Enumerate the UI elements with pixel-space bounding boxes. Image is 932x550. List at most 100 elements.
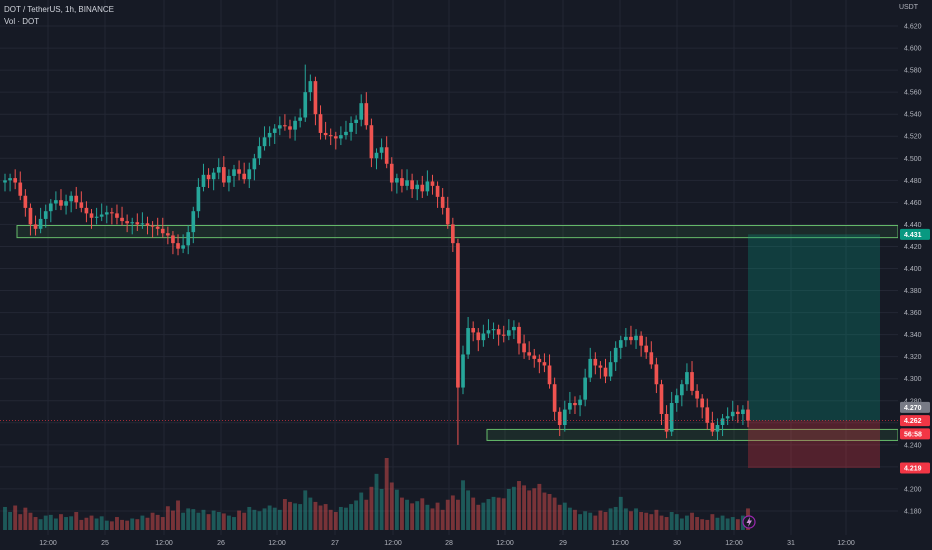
volume-bar [583, 511, 588, 530]
candle-body [323, 132, 328, 136]
volume-bar [603, 512, 608, 530]
time-tick-label: 30 [673, 540, 681, 547]
price-tag-label: 56:58 [904, 431, 922, 438]
time-tick-label: 31 [787, 540, 795, 547]
candle-body [741, 409, 745, 414]
candle-body [283, 125, 287, 127]
volume-bar [506, 488, 511, 530]
price-tag-bg [900, 415, 930, 427]
alert-icon[interactable] [742, 515, 756, 529]
volume-bar [354, 500, 359, 530]
candle-body [13, 178, 18, 183]
volume-bar [120, 519, 124, 530]
volume-indicator-label[interactable]: Vol · DOT [4, 17, 40, 26]
volume-bar [196, 512, 201, 530]
candle-body [135, 222, 140, 225]
volume-bar [84, 517, 89, 530]
price-tick-label: 4.360 [904, 310, 922, 317]
time-tick-label: 12:00 [39, 540, 57, 547]
symbol-title[interactable]: DOT / TetherUS, 1h, BINANCE [4, 5, 114, 14]
time-tick-label: 27 [331, 540, 339, 547]
volume-bar [471, 497, 476, 530]
price-tick-label: 4.500 [904, 156, 922, 163]
candle-body [512, 326, 516, 331]
candle-body [400, 178, 404, 186]
candle-body [38, 218, 43, 229]
volume-bar [593, 515, 598, 530]
candle-body [425, 181, 430, 192]
volume-bar [262, 508, 267, 530]
volume-bar [710, 514, 715, 530]
volume-bar [206, 514, 211, 530]
volume-bar [578, 514, 582, 530]
time-tick-label: 12:00 [496, 540, 514, 547]
volume-bar [130, 518, 135, 530]
candle-body [272, 128, 277, 133]
volume-bar [573, 509, 577, 530]
volume-bar [18, 514, 23, 530]
volume-bar [501, 498, 506, 530]
candle-body [115, 213, 119, 218]
volume-bar [476, 504, 481, 530]
volume-bar [318, 505, 323, 530]
candle-body [43, 211, 48, 219]
candle-body [735, 411, 740, 414]
candle-body [476, 332, 481, 341]
volume-bar [629, 511, 633, 530]
volume-bar [623, 508, 628, 530]
candle-body [695, 390, 699, 399]
volume-bar [8, 512, 13, 530]
volume-bar [415, 501, 420, 530]
price-tag-label: 4.270 [904, 405, 922, 412]
volume-bar [537, 483, 542, 530]
candle-body [629, 336, 633, 341]
candle-body [298, 117, 302, 121]
volume-bar [257, 511, 262, 530]
volume-bar [247, 506, 252, 530]
volume-bar [542, 492, 547, 530]
candle-body [145, 223, 150, 226]
candle-body [690, 372, 694, 391]
candle-body [715, 425, 720, 432]
price-tick-label: 4.620 [904, 24, 922, 31]
candle-body [89, 213, 94, 218]
volume-bar [527, 490, 532, 530]
candle-body [720, 418, 725, 426]
volume-bar [532, 488, 537, 530]
candle-body [634, 335, 638, 341]
price-axis[interactable]: 4.620 4.600 4.580 4.560 4.540 4.520 4.500 4.480… [898, 0, 932, 550]
price-tick-label: 4.320 [904, 354, 922, 361]
volume-bar [567, 507, 572, 530]
candle-body [28, 207, 33, 225]
time-tick-label: 26 [217, 540, 225, 547]
volume-bar [695, 517, 700, 530]
price-tag-label: 4.431 [904, 232, 922, 239]
candle-body [624, 336, 628, 341]
volume-bar [242, 512, 247, 530]
time-axis[interactable]: 12:00 25 12:00 26 12:00 27 12:00 28 12:00 29 12:00… [0, 535, 932, 550]
candle-body [313, 81, 318, 115]
volume-bar [28, 512, 33, 530]
candle-body [59, 200, 63, 206]
long-position-tool[interactable] [748, 234, 880, 468]
candle-body [242, 173, 247, 180]
candle-body [74, 195, 79, 203]
candle-body [110, 212, 114, 214]
candle-body [654, 364, 659, 385]
candle-body [293, 120, 297, 130]
volume-bar [328, 509, 333, 530]
volume-bar [690, 512, 694, 530]
candle-body [328, 135, 333, 137]
candle-body [573, 402, 577, 406]
candle-body [227, 175, 231, 183]
candle-body [725, 416, 730, 419]
candle-body [608, 362, 613, 377]
candle-body [557, 411, 562, 426]
volume-bar [53, 518, 58, 530]
price-tick-label: 4.520 [904, 134, 922, 141]
volume-bar [405, 499, 409, 530]
profit-area [748, 234, 880, 421]
volume-bar [13, 505, 18, 530]
volume-bar [379, 488, 384, 530]
